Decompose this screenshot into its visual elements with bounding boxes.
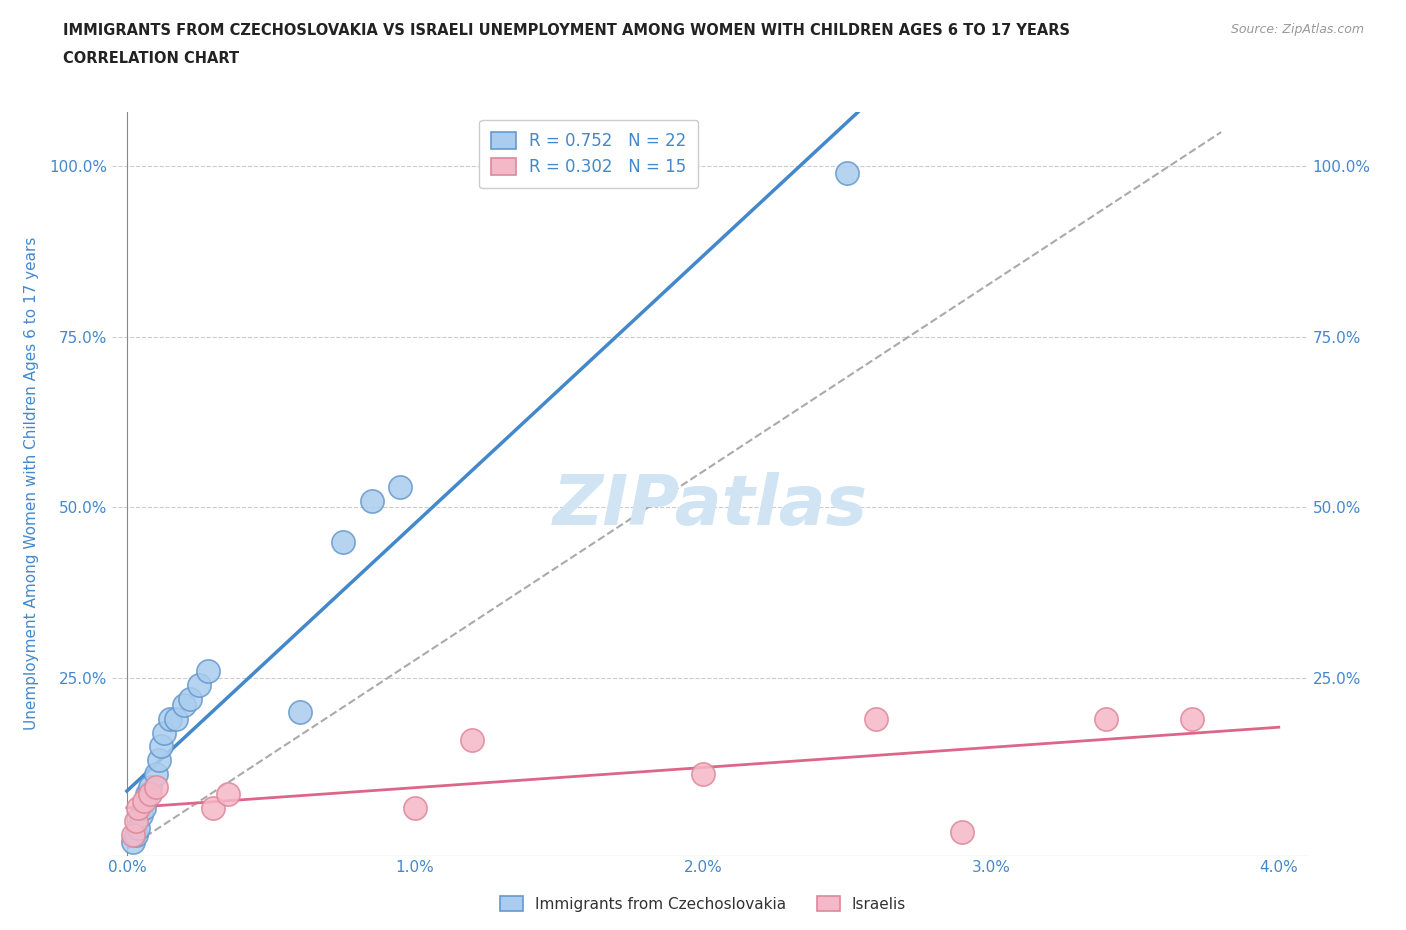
Point: [145, 766, 167, 781]
Point: [134, 793, 156, 808]
Point: [153, 725, 176, 740]
Text: Source: ZipAtlas.com: Source: ZipAtlas.com: [1230, 23, 1364, 36]
Point: [692, 766, 714, 781]
Y-axis label: Unemployment Among Women with Children Ages 6 to 17 years: Unemployment Among Women with Children A…: [24, 237, 38, 730]
Point: [187, 678, 209, 693]
Text: ZIPatlas: ZIPatlas: [553, 472, 868, 539]
Point: [165, 711, 187, 726]
Point: [1181, 711, 1204, 726]
Point: [173, 698, 195, 713]
Point: [217, 787, 239, 802]
Text: CORRELATION CHART: CORRELATION CHART: [63, 51, 239, 66]
Point: [150, 739, 173, 754]
Point: [159, 711, 181, 726]
Point: [835, 166, 858, 180]
Point: [288, 705, 311, 720]
Point: [127, 801, 149, 816]
Legend: R = 0.752   N = 22, R = 0.302   N = 15: R = 0.752 N = 22, R = 0.302 N = 15: [479, 120, 699, 188]
Point: [121, 828, 143, 843]
Point: [461, 732, 484, 747]
Point: [129, 807, 152, 822]
Point: [950, 824, 973, 839]
Point: [360, 493, 382, 508]
Point: [179, 691, 201, 706]
Point: [148, 752, 170, 767]
Point: [127, 821, 149, 836]
Point: [124, 814, 146, 829]
Point: [139, 780, 162, 795]
Point: [404, 801, 426, 816]
Text: IMMIGRANTS FROM CZECHOSLOVAKIA VS ISRAELI UNEMPLOYMENT AMONG WOMEN WITH CHILDREN: IMMIGRANTS FROM CZECHOSLOVAKIA VS ISRAEL…: [63, 23, 1070, 38]
Point: [1095, 711, 1118, 726]
Point: [865, 711, 887, 726]
Point: [136, 787, 159, 802]
Point: [121, 834, 143, 849]
Point: [197, 664, 219, 679]
Point: [145, 780, 167, 795]
Point: [332, 534, 354, 549]
Legend: Immigrants from Czechoslovakia, Israelis: Immigrants from Czechoslovakia, Israelis: [494, 889, 912, 918]
Point: [202, 801, 225, 816]
Point: [124, 828, 146, 843]
Point: [139, 787, 162, 802]
Point: [134, 801, 156, 816]
Point: [389, 480, 412, 495]
